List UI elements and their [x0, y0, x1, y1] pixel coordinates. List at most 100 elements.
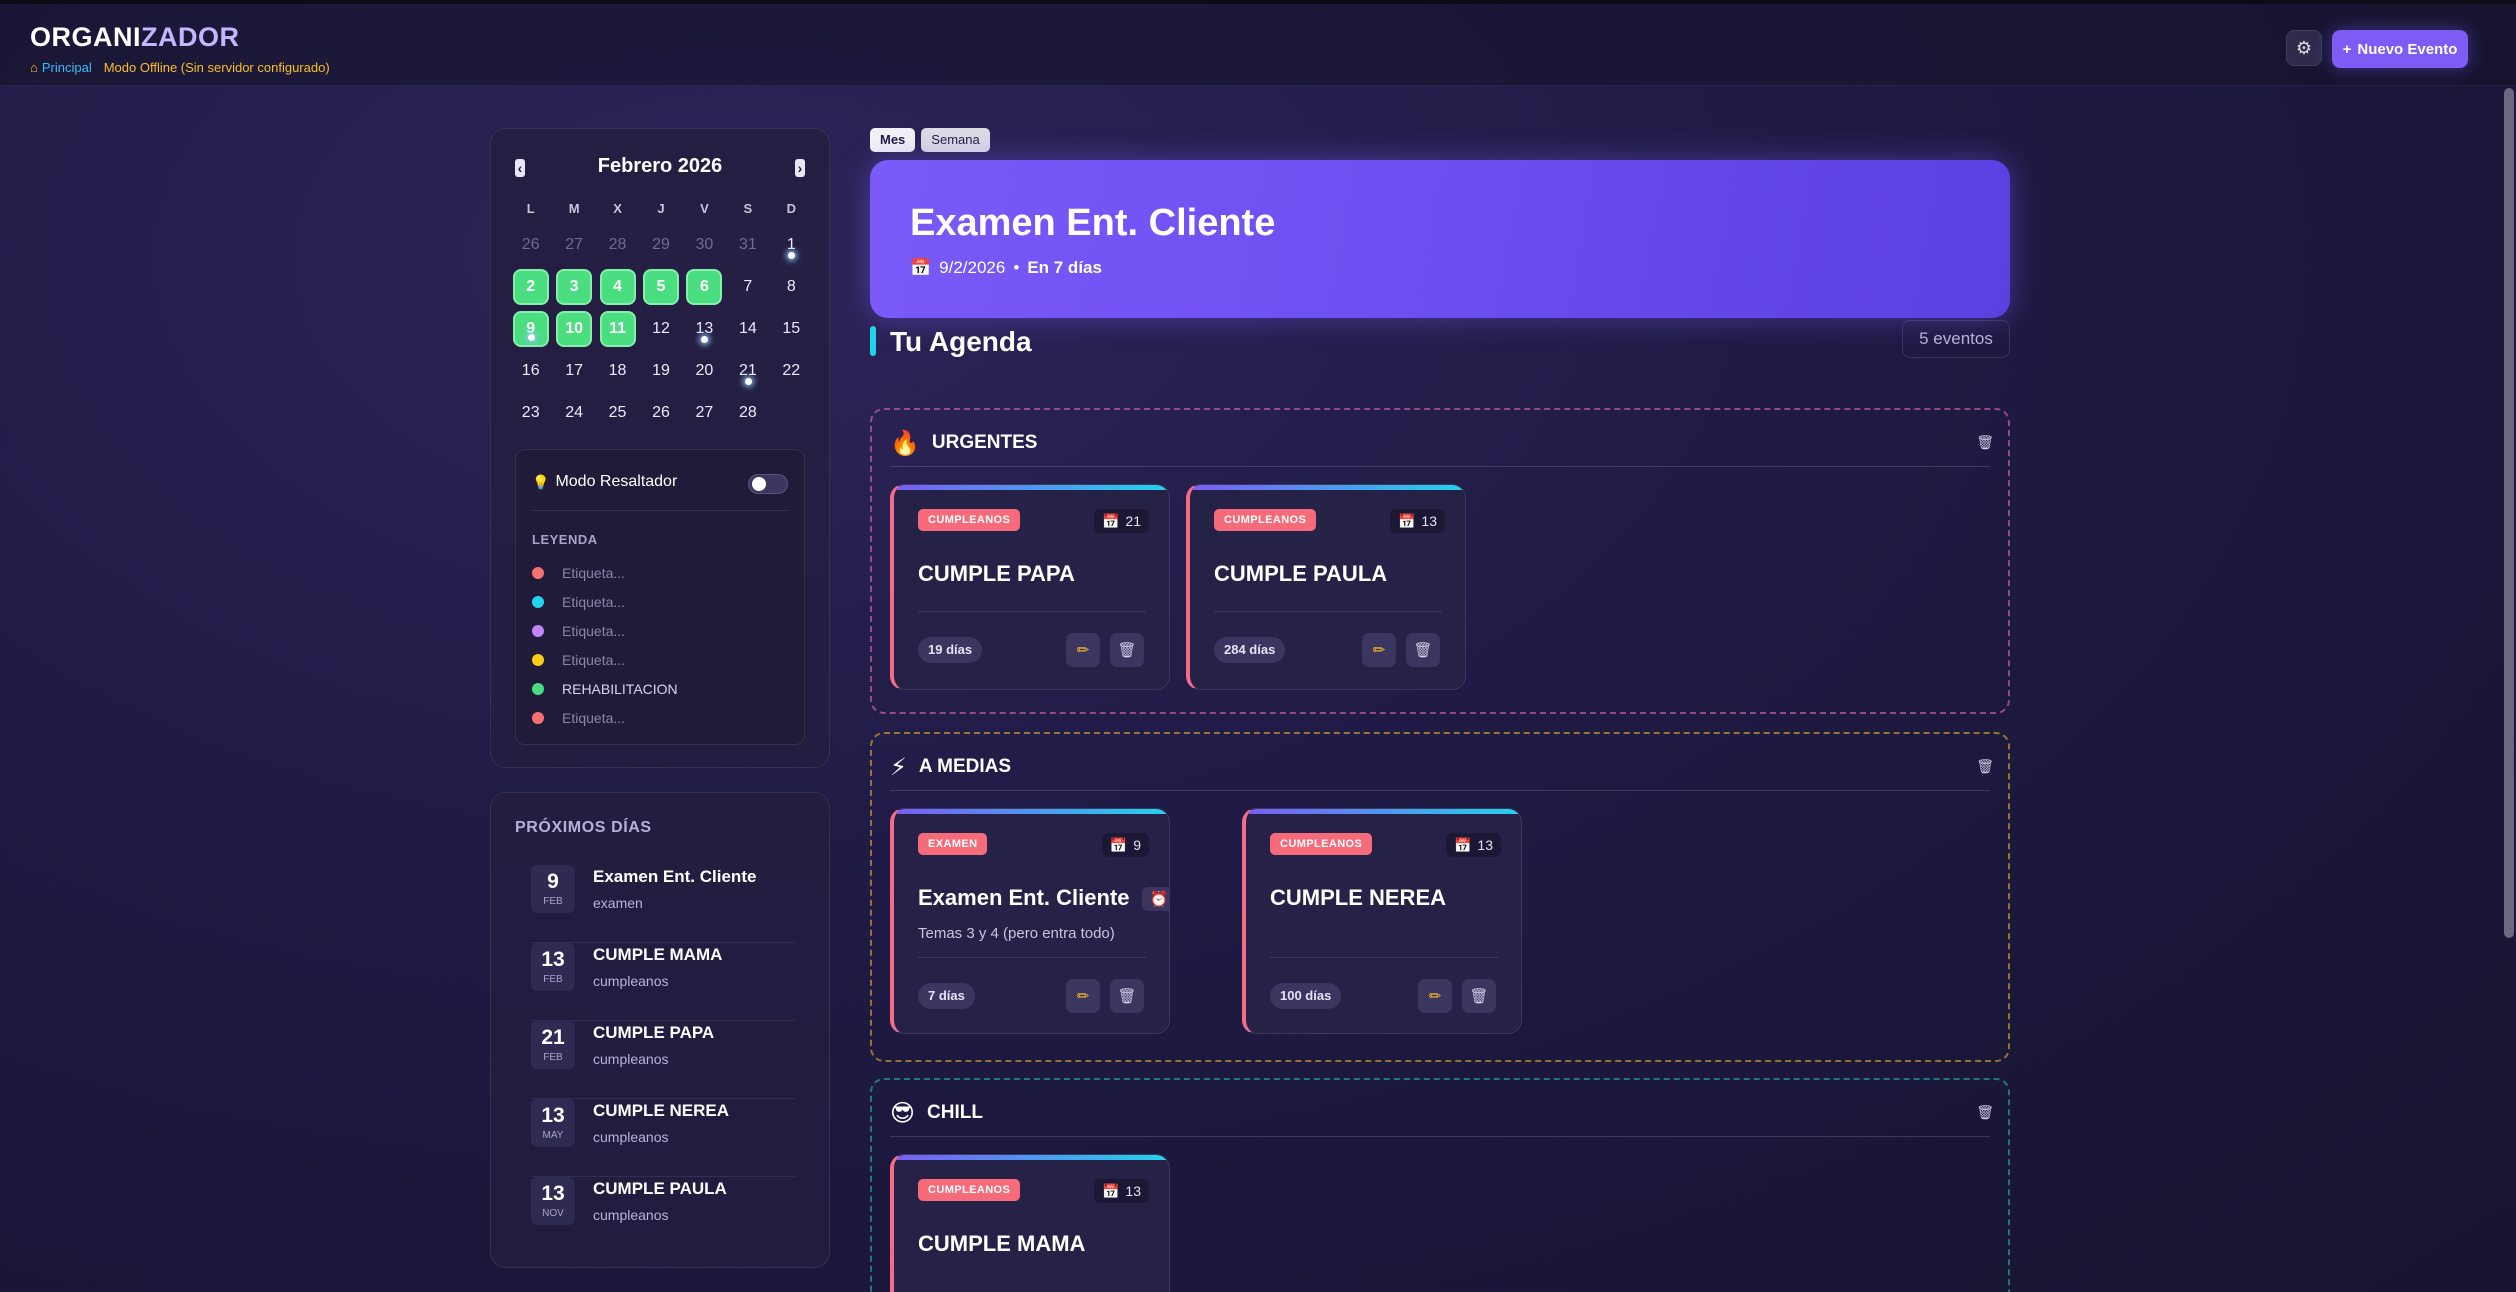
day-chip: 📅 13 — [1389, 509, 1445, 533]
event-card[interactable]: CUMPLEANOS 📅 13 CUMPLE PAULA 284 días ✏ 🗑 — [1186, 484, 1466, 690]
legend-label-input[interactable]: Etiqueta... — [562, 651, 626, 668]
pencil-icon: ✏ — [1428, 988, 1442, 1005]
calendar-day[interactable]: 4 — [599, 269, 636, 305]
calendar-day[interactable]: 27 — [556, 227, 592, 263]
legend-color-dot[interactable] — [532, 595, 544, 608]
upcoming-title: CUMPLE MAMA — [593, 945, 723, 964]
edit-button[interactable]: ✏ — [1362, 633, 1396, 667]
tab-week[interactable]: Semana — [921, 128, 990, 152]
legend-item[interactable]: Etiqueta... — [532, 616, 788, 645]
countdown-badge: 7 días — [918, 983, 975, 1009]
calendar-day[interactable]: 24 — [556, 395, 592, 431]
calendar-day[interactable]: 20 — [686, 353, 722, 389]
legend-label-input[interactable]: Etiqueta... — [562, 709, 626, 726]
legend-label-input[interactable]: Etiqueta... — [562, 622, 626, 639]
calendar-day[interactable]: 10 — [556, 311, 593, 347]
date-chip: 9 FEB — [531, 865, 575, 913]
calendar-day[interactable]: 2 — [512, 269, 549, 305]
upcoming-item[interactable]: 13 NOV CUMPLE PAULA cumpleanos — [531, 1177, 795, 1255]
event-card[interactable]: CUMPLEANOS 📅 13 CUMPLE NEREA 100 días ✏ 🗑 — [1242, 808, 1522, 1034]
highlighter-toggle[interactable] — [748, 474, 788, 494]
calendar-day[interactable]: 6 — [686, 269, 723, 305]
calendar-icon: 📅 — [1101, 1183, 1120, 1199]
group-delete-button[interactable]: 🗑 — [1976, 758, 1994, 775]
legend-color-dot[interactable] — [532, 711, 544, 724]
highlighter-label: Modo Resaltador — [555, 473, 678, 490]
upcoming-item[interactable]: 13 FEB CUMPLE MAMA cumpleanos — [531, 943, 795, 1021]
day-number: 2 — [526, 278, 536, 295]
calendar-day[interactable]: 25 — [600, 395, 636, 431]
calendar-day[interactable]: 17 — [556, 353, 592, 389]
edit-button[interactable]: ✏ — [1066, 633, 1100, 667]
category-tag: CUMPLEANOS — [918, 509, 1021, 531]
calendar-day[interactable]: 22 — [773, 353, 809, 389]
legend-item[interactable]: Etiqueta... — [532, 645, 788, 674]
calendar-day[interactable]: 27 — [686, 395, 722, 431]
calendar-day[interactable]: 3 — [556, 269, 593, 305]
delete-button[interactable]: 🗑 — [1110, 979, 1144, 1013]
legend-color-dot[interactable] — [532, 682, 544, 695]
legend-color-dot[interactable] — [532, 566, 544, 579]
new-event-button[interactable]: + Nuevo Evento — [2332, 30, 2468, 68]
edit-button[interactable]: ✏ — [1418, 979, 1452, 1013]
legend-color-dot[interactable] — [532, 624, 544, 637]
legend-item[interactable]: Etiqueta... — [532, 587, 788, 616]
date-month: FEB — [543, 896, 563, 907]
legend-item[interactable]: Etiqueta... — [532, 558, 788, 587]
event-card[interactable]: CUMPLEANOS 📅 13 CUMPLE MAMA — [890, 1154, 1170, 1292]
legend-item[interactable]: REHABILITACION — [532, 674, 788, 703]
next-month-button[interactable]: › — [795, 159, 805, 177]
upcoming-item[interactable]: 13 MAY CUMPLE NEREA cumpleanos — [531, 1099, 795, 1177]
calendar-day[interactable]: 15 — [773, 311, 809, 347]
calendar-day[interactable]: 31 — [730, 227, 766, 263]
calendar-day[interactable]: 1 — [773, 227, 809, 263]
edit-button[interactable]: ✏ — [1066, 979, 1100, 1013]
calendar-day[interactable]: 23 — [513, 395, 549, 431]
legend-color-dot[interactable] — [532, 653, 544, 666]
prev-month-button[interactable]: ‹ — [515, 159, 525, 177]
group-title: URGENTES — [931, 432, 1038, 453]
next-event-hero[interactable]: Examen Ent. Cliente 📅 9/2/2026 • En 7 dí… — [870, 160, 2010, 318]
event-card[interactable]: CUMPLEANOS 📅 21 CUMPLE PAPA 19 días ✏ 🗑 — [890, 484, 1170, 690]
legend-item[interactable]: Etiqueta... — [532, 703, 788, 732]
divider — [918, 957, 1146, 958]
breadcrumb-home[interactable]: ⌂ Principal — [30, 60, 92, 75]
calendar-day[interactable]: 12 — [643, 311, 679, 347]
page-scrollbar[interactable] — [2504, 88, 2514, 938]
calendar-day[interactable]: 9 — [512, 311, 549, 347]
day-number: 17 — [565, 362, 584, 379]
legend-label-input[interactable]: Etiqueta... — [562, 593, 626, 610]
settings-button[interactable]: ⚙ — [2286, 30, 2322, 66]
group-delete-button[interactable]: 🗑 — [1976, 1104, 1994, 1121]
calendar-day[interactable]: 28 — [730, 395, 766, 431]
legend-label-input[interactable]: Etiqueta... — [562, 564, 626, 581]
calendar-day[interactable]: 21 — [730, 353, 766, 389]
calendar-day[interactable]: 8 — [773, 269, 809, 305]
calendar-day[interactable]: 18 — [600, 353, 636, 389]
calendar-day[interactable]: 26 — [643, 395, 679, 431]
calendar-day[interactable]: 26 — [513, 227, 549, 263]
legend-label-input[interactable]: REHABILITACION — [562, 680, 678, 697]
date-day: 13 — [541, 1182, 565, 1205]
calendar-month-title: Febrero 2026 — [597, 155, 723, 177]
group-delete-button[interactable]: 🗑 — [1976, 434, 1994, 451]
day-number: 13 — [695, 320, 714, 337]
date-chip: 13 MAY — [531, 1099, 575, 1147]
delete-button[interactable]: 🗑 — [1462, 979, 1496, 1013]
calendar-day[interactable]: 13 — [686, 311, 722, 347]
upcoming-item[interactable]: 21 FEB CUMPLE PAPA cumpleanos — [531, 1021, 795, 1099]
calendar-day[interactable]: 7 — [730, 269, 766, 305]
calendar-day[interactable]: 11 — [599, 311, 636, 347]
calendar-day[interactable]: 5 — [642, 269, 679, 305]
calendar-day[interactable]: 30 — [686, 227, 722, 263]
delete-button[interactable]: 🗑 — [1110, 633, 1144, 667]
calendar-day[interactable]: 14 — [730, 311, 766, 347]
upcoming-item[interactable]: 9 FEB Examen Ent. Cliente examen — [531, 865, 795, 943]
calendar-day[interactable]: 28 — [600, 227, 636, 263]
calendar-day[interactable]: 16 — [513, 353, 549, 389]
tab-month[interactable]: Mes — [870, 128, 916, 152]
calendar-day[interactable]: 29 — [643, 227, 679, 263]
delete-button[interactable]: 🗑 — [1406, 633, 1440, 667]
calendar-day[interactable]: 19 — [643, 353, 679, 389]
